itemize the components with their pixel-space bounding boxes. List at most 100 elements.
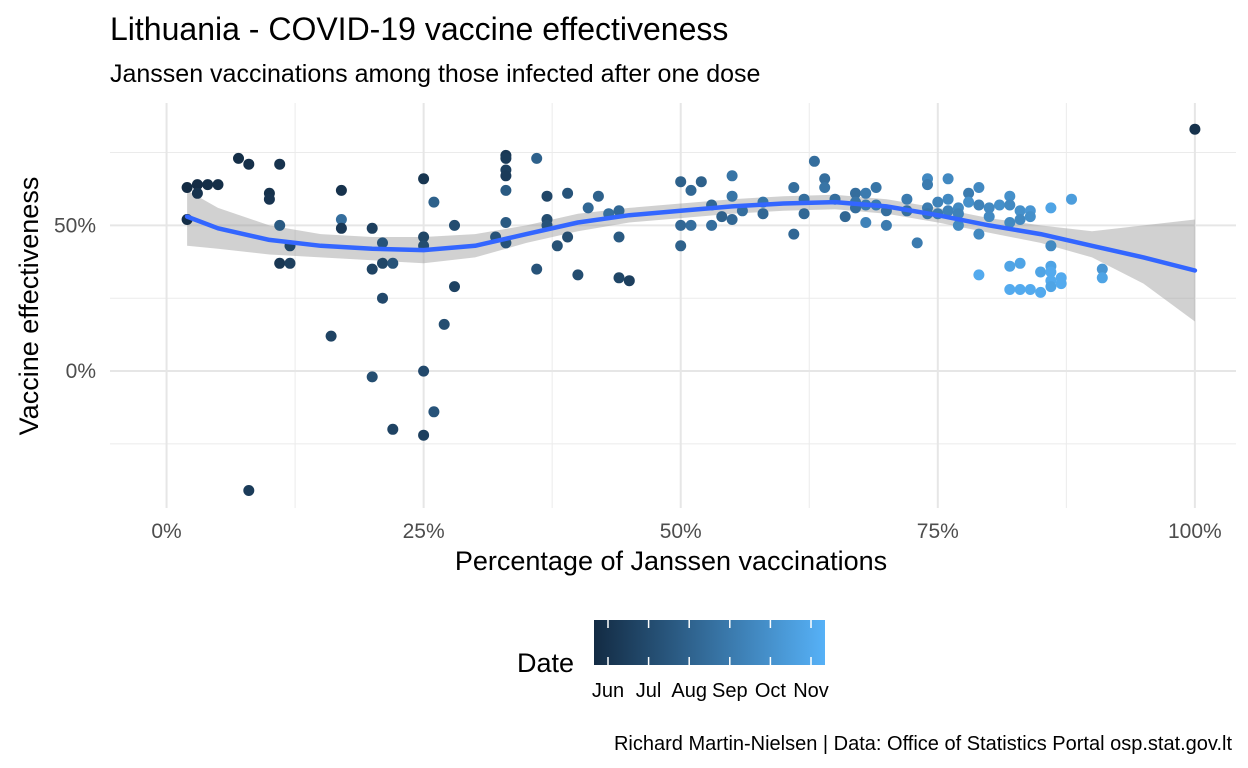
data-point bbox=[613, 231, 625, 243]
data-point bbox=[1096, 263, 1108, 275]
data-point bbox=[788, 182, 800, 193]
data-point bbox=[1014, 205, 1026, 217]
trend-line-path bbox=[184, 199, 1198, 273]
data-point bbox=[880, 219, 892, 231]
data-point bbox=[274, 257, 286, 269]
data-point bbox=[377, 237, 388, 249]
legend: Date Jun Jul Aug Sep Oct Nov bbox=[517, 620, 829, 702]
data-point bbox=[942, 173, 954, 185]
data-point bbox=[726, 170, 738, 182]
data-point bbox=[819, 182, 831, 193]
y-tick-label: 0% bbox=[66, 360, 96, 383]
data-point bbox=[973, 269, 985, 281]
x-tick-label: 50% bbox=[660, 520, 702, 543]
data-point bbox=[541, 190, 553, 202]
data-point bbox=[1004, 260, 1016, 272]
data-point bbox=[418, 231, 430, 243]
x-axis-title: Percentage of Janssen vaccinations bbox=[455, 546, 887, 576]
data-point bbox=[428, 406, 440, 418]
data-point bbox=[706, 219, 718, 231]
data-point bbox=[263, 193, 275, 205]
data-point bbox=[675, 219, 687, 231]
data-point bbox=[500, 152, 512, 164]
trend-line bbox=[184, 199, 1198, 273]
data-point bbox=[387, 257, 399, 269]
legend-label: Oct bbox=[755, 680, 787, 702]
data-point bbox=[839, 211, 851, 223]
data-point bbox=[798, 208, 810, 220]
data-point bbox=[901, 193, 913, 205]
data-point bbox=[428, 196, 440, 208]
data-point bbox=[613, 272, 625, 284]
data-point bbox=[850, 187, 861, 199]
data-point bbox=[860, 217, 872, 228]
legend-label: Aug bbox=[671, 680, 707, 702]
data-point bbox=[726, 214, 738, 225]
data-point bbox=[973, 228, 985, 240]
data-point bbox=[335, 184, 347, 196]
data-point bbox=[1096, 272, 1108, 284]
data-point bbox=[592, 190, 604, 202]
data-point bbox=[973, 199, 985, 211]
y-tick-label: 50% bbox=[54, 214, 96, 237]
data-point bbox=[212, 179, 224, 191]
data-point bbox=[942, 193, 954, 205]
data-point bbox=[274, 158, 286, 170]
data-point bbox=[860, 187, 872, 199]
data-point bbox=[500, 170, 512, 182]
data-point bbox=[387, 423, 399, 435]
x-tick-label: 100% bbox=[1168, 520, 1222, 543]
data-point bbox=[274, 219, 286, 231]
data-point bbox=[438, 318, 450, 330]
data-point bbox=[1014, 257, 1026, 269]
data-point bbox=[685, 219, 697, 231]
data-point bbox=[233, 152, 244, 164]
data-point bbox=[1045, 240, 1057, 252]
legend-title: Date bbox=[517, 648, 574, 678]
x-tick-label: 0% bbox=[151, 520, 181, 543]
data-point bbox=[613, 205, 625, 217]
data-point bbox=[1004, 284, 1016, 295]
data-point bbox=[808, 155, 820, 167]
data-point bbox=[202, 179, 214, 191]
data-point bbox=[418, 173, 430, 185]
data-point bbox=[983, 211, 995, 223]
x-tick-label: 25% bbox=[403, 520, 445, 543]
data-points bbox=[181, 123, 1201, 496]
data-point bbox=[1024, 284, 1036, 295]
data-point bbox=[1004, 190, 1016, 202]
data-point bbox=[572, 269, 584, 281]
legend-colorbar bbox=[594, 620, 825, 665]
data-point bbox=[788, 228, 800, 240]
data-point bbox=[582, 202, 594, 214]
data-point bbox=[1024, 211, 1036, 223]
data-point bbox=[366, 263, 378, 275]
data-point bbox=[1045, 266, 1057, 278]
data-point bbox=[1055, 278, 1067, 290]
data-point bbox=[418, 365, 430, 377]
data-point bbox=[366, 371, 378, 383]
data-point bbox=[1035, 266, 1047, 278]
data-point bbox=[757, 208, 769, 220]
data-point bbox=[335, 222, 347, 234]
legend-label: Jul bbox=[636, 680, 662, 702]
data-point bbox=[952, 219, 964, 231]
data-point bbox=[1004, 217, 1016, 228]
data-point bbox=[911, 237, 923, 249]
data-point bbox=[243, 158, 255, 170]
data-point bbox=[500, 184, 512, 196]
chart-caption: Richard Martin-Nielsen | Data: Office of… bbox=[614, 733, 1232, 755]
data-point bbox=[562, 231, 574, 243]
data-point bbox=[963, 196, 975, 208]
data-point bbox=[449, 281, 460, 293]
data-point bbox=[325, 330, 337, 342]
data-point bbox=[675, 240, 687, 252]
data-point bbox=[870, 182, 882, 193]
legend-label: Nov bbox=[793, 680, 829, 702]
data-point bbox=[335, 214, 347, 225]
axis-tick-labels: 0% 25% 50% 75% 100% 0% 50% bbox=[54, 214, 1222, 543]
data-point bbox=[418, 429, 430, 441]
data-point bbox=[191, 187, 203, 199]
data-point bbox=[994, 199, 1005, 211]
